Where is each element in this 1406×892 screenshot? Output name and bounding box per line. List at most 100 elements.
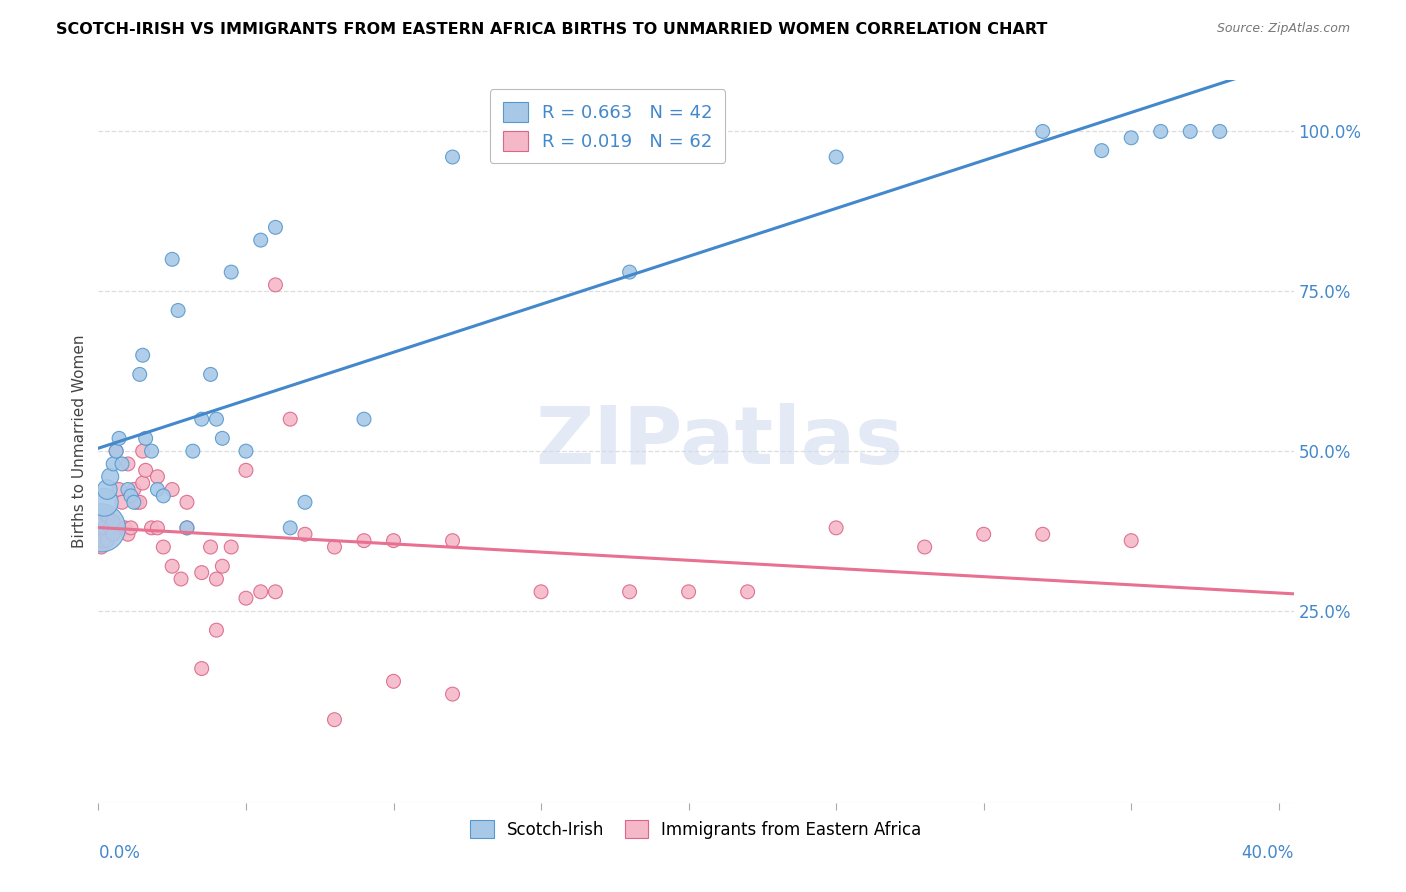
Point — [122, 483, 145, 497]
Point — [278, 412, 301, 426]
Point — [117, 483, 139, 497]
Point — [353, 533, 375, 548]
Point — [176, 521, 198, 535]
Point — [1209, 124, 1232, 138]
Point — [160, 559, 183, 574]
Point — [141, 521, 163, 535]
Point — [205, 572, 228, 586]
Point — [619, 265, 641, 279]
Point — [98, 469, 121, 483]
Point — [278, 521, 301, 535]
Point — [90, 521, 112, 535]
Point — [264, 220, 287, 235]
Point — [825, 521, 848, 535]
Point — [181, 444, 204, 458]
Point — [120, 489, 142, 503]
Point — [135, 463, 157, 477]
Point — [441, 150, 464, 164]
Point — [973, 527, 995, 541]
Point — [914, 540, 936, 554]
Point — [219, 540, 242, 554]
Point — [205, 412, 228, 426]
Point — [678, 584, 700, 599]
Point — [125, 495, 148, 509]
Point — [170, 572, 193, 586]
Point — [249, 233, 271, 247]
Point — [146, 469, 169, 483]
Point — [146, 483, 169, 497]
Point — [1032, 124, 1054, 138]
Point — [200, 540, 222, 554]
Point — [1121, 533, 1143, 548]
Point — [1091, 144, 1114, 158]
Point — [93, 495, 115, 509]
Point — [264, 277, 287, 292]
Point — [152, 489, 174, 503]
Text: Source: ZipAtlas.com: Source: ZipAtlas.com — [1216, 22, 1350, 36]
Text: 40.0%: 40.0% — [1241, 845, 1294, 863]
Legend: Scotch-Irish, Immigrants from Eastern Africa: Scotch-Irish, Immigrants from Eastern Af… — [461, 810, 931, 848]
Point — [128, 368, 150, 382]
Point — [235, 591, 257, 606]
Point — [382, 674, 405, 689]
Text: 0.0%: 0.0% — [98, 845, 141, 863]
Point — [117, 527, 139, 541]
Point — [200, 368, 222, 382]
Point — [117, 457, 139, 471]
Point — [235, 444, 257, 458]
Point — [323, 540, 346, 554]
Point — [93, 521, 115, 535]
Point — [160, 252, 183, 267]
Point — [211, 431, 233, 445]
Point — [111, 457, 134, 471]
Point — [825, 150, 848, 164]
Point — [146, 521, 169, 535]
Point — [219, 265, 242, 279]
Point — [235, 463, 257, 477]
Point — [98, 521, 121, 535]
Point — [96, 483, 118, 497]
Point — [353, 412, 375, 426]
Point — [105, 444, 128, 458]
Point — [90, 540, 112, 554]
Point — [441, 687, 464, 701]
Point — [89, 533, 111, 548]
Point — [131, 444, 153, 458]
Point — [108, 483, 131, 497]
Point — [205, 623, 228, 637]
Point — [141, 444, 163, 458]
Point — [101, 527, 124, 541]
Point — [530, 584, 553, 599]
Point — [1121, 131, 1143, 145]
Point — [108, 431, 131, 445]
Point — [105, 444, 128, 458]
Point — [249, 584, 271, 599]
Point — [176, 495, 198, 509]
Point — [530, 124, 553, 138]
Point — [131, 476, 153, 491]
Point — [190, 661, 212, 675]
Point — [91, 533, 114, 548]
Point — [131, 348, 153, 362]
Point — [190, 412, 212, 426]
Text: SCOTCH-IRISH VS IMMIGRANTS FROM EASTERN AFRICA BIRTHS TO UNMARRIED WOMEN CORRELA: SCOTCH-IRISH VS IMMIGRANTS FROM EASTERN … — [56, 22, 1047, 37]
Point — [1180, 124, 1202, 138]
Y-axis label: Births to Unmarried Women: Births to Unmarried Women — [72, 334, 87, 549]
Point — [211, 559, 233, 574]
Point — [101, 457, 124, 471]
Point — [120, 521, 142, 535]
Point — [96, 533, 118, 548]
Point — [160, 483, 183, 497]
Point — [441, 533, 464, 548]
Point — [1150, 124, 1173, 138]
Text: ZIPatlas: ZIPatlas — [536, 402, 904, 481]
Point — [152, 540, 174, 554]
Point — [737, 584, 759, 599]
Point — [101, 515, 124, 529]
Point — [111, 495, 134, 509]
Point — [294, 495, 316, 509]
Point — [135, 431, 157, 445]
Point — [1032, 527, 1054, 541]
Point — [294, 527, 316, 541]
Point — [264, 584, 287, 599]
